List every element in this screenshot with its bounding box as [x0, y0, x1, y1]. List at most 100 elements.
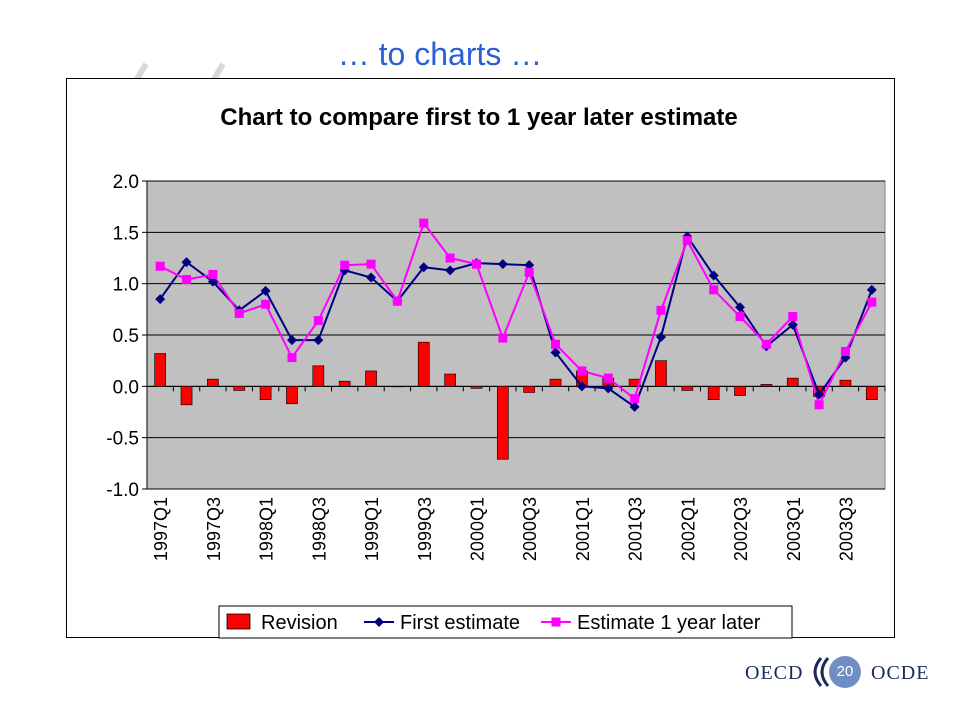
y-tick-label: 2.0	[113, 172, 139, 193]
x-tick-label: 2000Q1	[467, 497, 487, 561]
estimate-1yr-point	[498, 333, 508, 343]
revision-bar	[365, 370, 377, 387]
chart-frame: Chart to compare first to 1 year later e…	[66, 78, 895, 639]
revision-bar	[338, 380, 351, 387]
estimate-1yr-point	[419, 218, 429, 228]
revision-bar	[549, 378, 562, 387]
revision-bar	[207, 378, 219, 387]
revision-bar	[470, 386, 483, 389]
x-tick-label: 2002Q1	[678, 497, 698, 561]
page-number: 20	[829, 656, 861, 688]
slide-title: … to charts …	[337, 36, 543, 72]
revision-bar	[707, 386, 720, 400]
logo-text-left: OECD	[745, 662, 804, 684]
estimate-1yr-point	[261, 299, 271, 309]
estimate-1yr-point	[366, 259, 376, 269]
estimate-1yr-point	[814, 400, 824, 410]
x-tick-label: 2001Q1	[573, 497, 593, 561]
first-estimate-point	[708, 270, 719, 281]
legend-estimate-1yr-marker	[551, 617, 561, 627]
y-tick-label: 1.5	[113, 223, 139, 244]
first-estimate-point	[866, 284, 877, 295]
estimate-1yr-point	[392, 296, 402, 306]
first-estimate-point	[576, 381, 587, 392]
y-tick-label: 1.0	[113, 275, 139, 296]
estimate-1yr-point	[603, 373, 613, 383]
first-estimate-point	[814, 389, 825, 400]
estimate-1yr-point	[735, 312, 745, 322]
x-tick-label: 1998Q3	[309, 497, 329, 561]
estimate-1yr-point	[340, 260, 350, 270]
first-estimate-point	[497, 259, 508, 270]
x-tick-label: 2002Q3	[731, 497, 751, 561]
x-tick-label: 1999Q1	[362, 497, 382, 561]
estimate-1yr-point	[867, 297, 877, 307]
y-tick-label: -1.0	[106, 480, 139, 501]
revision-bar	[734, 386, 746, 396]
estimate-1yr-point	[234, 308, 244, 318]
revision-bar	[259, 386, 272, 400]
estimate-1yr-point	[313, 316, 323, 326]
revision-bar	[154, 353, 167, 387]
estimate-1yr-point	[208, 269, 218, 279]
estimate-1yr-point	[709, 285, 719, 295]
estimate-1yr-point	[287, 353, 297, 363]
x-tick-label: 2000Q3	[520, 497, 540, 561]
first-estimate-point	[313, 335, 324, 346]
legend-first-estimate-label: First estimate	[400, 612, 520, 634]
y-tick-label: 0.0	[113, 377, 139, 398]
legend-revision-label: Revision	[261, 612, 338, 634]
estimate-1yr-point	[682, 236, 692, 246]
x-tick-label: 2001Q3	[626, 497, 646, 561]
estimate-1yr-line	[159, 220, 873, 408]
estimate-1yr-point	[182, 275, 192, 285]
x-tick-label: 1997Q3	[204, 497, 224, 561]
revision-bar	[286, 386, 298, 405]
chart-title: Chart to compare first to 1 year later e…	[220, 104, 738, 131]
estimate-1yr-point	[155, 261, 165, 271]
estimate-1yr-point	[788, 312, 798, 322]
revision-bar	[180, 386, 193, 406]
first-estimate-point	[735, 302, 746, 313]
first-estimate-point	[207, 276, 218, 287]
legend-first-estimate-marker	[374, 617, 384, 627]
first-estimate-point	[260, 285, 271, 296]
estimate-1yr-point	[656, 305, 666, 315]
revision-bar	[496, 386, 509, 460]
first-estimate-point	[286, 335, 297, 346]
revision-bar	[839, 379, 852, 387]
x-tick-label: 2003Q1	[784, 497, 804, 561]
y-tick-label: -0.5	[106, 429, 139, 450]
x-tick-label: 1999Q3	[415, 497, 435, 561]
revision-bar	[760, 383, 773, 387]
logo-mark-icon	[813, 657, 830, 687]
revision-bar	[444, 373, 456, 387]
first-estimate-point	[524, 260, 535, 271]
revision-bar	[523, 386, 536, 393]
x-tick-label: 2003Q3	[836, 497, 856, 561]
legend	[218, 605, 793, 639]
x-tick-label: 1998Q1	[257, 497, 277, 561]
estimate-1yr-point	[761, 339, 771, 349]
revision-bar	[681, 386, 694, 391]
first-estimate-point	[155, 294, 166, 305]
revision-bar	[233, 386, 246, 391]
logo-text-right: OCDE	[871, 662, 930, 684]
estimate-1yr-point	[445, 253, 455, 263]
x-tick-label: 1997Q1	[151, 497, 171, 561]
first-estimate-point	[603, 383, 614, 394]
first-estimate-point	[366, 272, 377, 283]
estimate-1yr-point	[551, 339, 561, 349]
first-estimate-point	[787, 319, 798, 330]
estimate-1yr-point	[471, 259, 481, 269]
first-estimate-point	[445, 265, 456, 276]
estimate-1yr-point	[840, 346, 850, 356]
first-estimate-point	[550, 347, 561, 358]
y-tick-label: 0.5	[113, 326, 139, 347]
revision-bar	[391, 386, 404, 388]
revision-bar	[655, 360, 667, 387]
legend-revision-swatch	[226, 613, 251, 630]
estimate-1yr-point	[524, 267, 534, 277]
chart: Chart to compare first to 1 year later e…	[106, 104, 886, 639]
first-estimate-point	[655, 332, 666, 343]
